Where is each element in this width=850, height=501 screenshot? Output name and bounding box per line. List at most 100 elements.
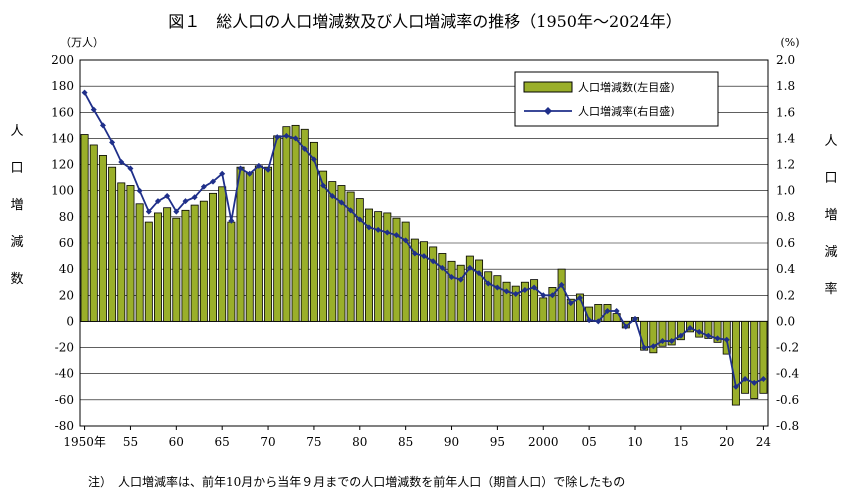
line-point <box>356 216 363 223</box>
x-tick-label: 95 <box>490 435 505 449</box>
line-point <box>329 192 336 199</box>
legend-box <box>514 71 719 127</box>
legend-bar-label: 人口増減数(左目盛) <box>578 80 675 94</box>
right-axis-title-char: 人 <box>824 134 837 149</box>
left-tick-label: -20 <box>55 341 74 355</box>
bar <box>420 241 428 322</box>
bar <box>245 172 254 322</box>
line-point <box>393 232 400 239</box>
bar <box>227 221 236 322</box>
right-tick-label: 1.2 <box>776 158 795 172</box>
line-point <box>521 287 528 294</box>
x-tick-label: 2000 <box>528 435 559 449</box>
right-unit-label: (%) <box>780 36 799 49</box>
bar <box>741 321 750 394</box>
line-point <box>90 106 97 113</box>
x-tick-label: 65 <box>215 435 230 449</box>
bar <box>511 285 520 322</box>
bar <box>465 255 474 322</box>
line-point <box>650 343 657 350</box>
line-point <box>365 224 372 231</box>
x-tick-label: 75 <box>306 435 321 449</box>
line-point <box>99 122 106 129</box>
legend-bar-swatch <box>523 81 573 93</box>
right-tick-label: 1.0 <box>776 184 795 198</box>
bar <box>383 212 392 322</box>
line-point <box>659 338 666 345</box>
right-axis-ticks: 2.0 1.8 1.6 1.4 1.2 1.0 0.8 0.6 0.4 0.2 0.0 -0.2 -0.… <box>776 53 800 433</box>
line-point <box>742 375 749 382</box>
line-point <box>81 89 88 96</box>
left-tick-label: 200 <box>51 53 74 67</box>
bar <box>713 321 722 343</box>
line-point <box>586 317 593 324</box>
left-axis-title-char: 減 <box>10 234 23 250</box>
bar <box>199 200 208 322</box>
x-tick-label: 90 <box>444 435 459 449</box>
right-tick-label: 0.6 <box>776 236 795 250</box>
line-point <box>448 273 455 280</box>
left-axis-title-char: 人 <box>10 124 23 139</box>
line-point <box>255 162 262 169</box>
bar <box>346 191 355 322</box>
line-point <box>292 135 299 142</box>
left-tick-label: 40 <box>59 262 74 276</box>
line-point <box>173 208 180 215</box>
bar <box>254 165 263 322</box>
left-tick-label: 80 <box>59 210 74 224</box>
bar <box>319 170 328 322</box>
bar <box>181 209 190 322</box>
bar <box>676 321 685 341</box>
line-point <box>595 318 602 325</box>
bar <box>502 281 511 322</box>
bar <box>475 259 484 322</box>
line-point <box>476 270 483 277</box>
left-unit-label: （万人） <box>60 36 104 49</box>
bar <box>438 253 447 322</box>
bar-series <box>80 124 768 406</box>
footnote: 注） 人口増減率は、前年10月から当年９月までの人口増減数を前年人口（期首人口）… <box>88 474 625 489</box>
line-point <box>668 338 675 345</box>
line-point <box>732 383 739 390</box>
line-point <box>219 170 226 177</box>
bar <box>530 279 539 322</box>
bar <box>273 135 282 322</box>
line-point <box>549 292 556 299</box>
left-tick-label: 20 <box>59 288 74 302</box>
x-tick-label: 55 <box>123 435 138 449</box>
right-tick-label: -0.8 <box>776 419 799 433</box>
bar <box>355 198 364 322</box>
line-point <box>512 290 519 297</box>
bar <box>172 217 181 322</box>
bar <box>117 182 126 322</box>
bar <box>236 166 245 322</box>
line-point <box>118 158 125 165</box>
bar <box>484 271 493 322</box>
bar <box>548 287 557 322</box>
legend-line-label: 人口増減率(右目盛) <box>578 104 675 118</box>
bar <box>410 238 419 322</box>
left-tick-label: 180 <box>51 79 74 93</box>
right-axis-title-char: 減 <box>824 244 837 260</box>
line-point <box>558 281 565 288</box>
right-axis-title-char: 口 <box>824 171 837 186</box>
bar <box>218 186 227 322</box>
line-point <box>439 264 446 271</box>
line-point <box>466 264 473 271</box>
line-point <box>164 192 171 199</box>
left-tick-label: -40 <box>55 367 74 381</box>
left-tick-label: 60 <box>59 236 74 250</box>
line-point <box>274 134 281 141</box>
line-point <box>503 288 510 295</box>
bar <box>557 268 566 322</box>
bar <box>144 221 153 322</box>
bar <box>163 207 172 322</box>
bar <box>309 141 318 322</box>
right-axis-title-char: 増 <box>824 208 837 223</box>
plot-frame <box>79 59 769 427</box>
bar <box>190 204 199 322</box>
bar <box>108 166 117 322</box>
x-tick-label: 1950年 <box>63 435 106 449</box>
left-tick-label: 160 <box>51 105 74 119</box>
